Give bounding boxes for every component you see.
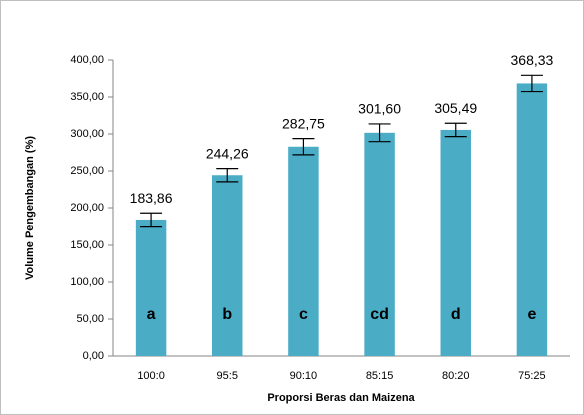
significance-letter: d	[451, 306, 461, 323]
y-tick-label: 400,00	[70, 54, 104, 66]
value-label: 368,33	[511, 52, 554, 68]
x-tick-label: 80:20	[442, 370, 470, 382]
significance-letter: e	[527, 306, 536, 323]
error-bar	[444, 122, 467, 138]
y-tick-label: 100,00	[70, 276, 104, 288]
x-tick-label: 100:0	[137, 370, 165, 382]
bar	[516, 83, 548, 357]
value-label: 244,26	[206, 145, 249, 161]
value-label: 305,49	[434, 100, 477, 116]
bar	[212, 175, 243, 356]
x-tick-label: 90:10	[290, 370, 318, 382]
bar	[364, 132, 395, 356]
x-axis-title: Proporsi Beras dan Maizena	[267, 392, 415, 404]
y-tick-label: 0,00	[83, 350, 104, 362]
y-tick-label: 350,00	[70, 91, 104, 103]
bar	[440, 129, 471, 356]
y-tick-label: 250,00	[70, 165, 104, 177]
value-label: 282,75	[282, 115, 325, 131]
significance-letter: b	[222, 306, 232, 323]
error-bar	[216, 167, 239, 183]
value-label: 183,86	[130, 190, 173, 206]
value-label: 301,60	[358, 101, 401, 117]
error-bar	[292, 138, 315, 156]
error-bar	[140, 212, 163, 228]
y-tick-label: 300,00	[70, 128, 104, 140]
bar	[135, 219, 167, 356]
x-tick-label: 85:15	[366, 370, 394, 382]
significance-letter: a	[147, 306, 156, 323]
x-tick-label: 75:25	[518, 370, 546, 382]
significance-letter: c	[299, 306, 308, 323]
y-tick-label: 150,00	[70, 239, 104, 251]
x-tick-label: 95:5	[217, 370, 238, 382]
y-tick-label: 50,00	[76, 313, 104, 325]
y-tick-label: 200,00	[70, 202, 104, 214]
error-bar	[520, 74, 543, 93]
y-axis-title: Volume Pengembangan (%)	[24, 136, 36, 280]
error-bar	[368, 123, 391, 143]
bar	[288, 146, 319, 356]
significance-letter: cd	[370, 306, 389, 323]
